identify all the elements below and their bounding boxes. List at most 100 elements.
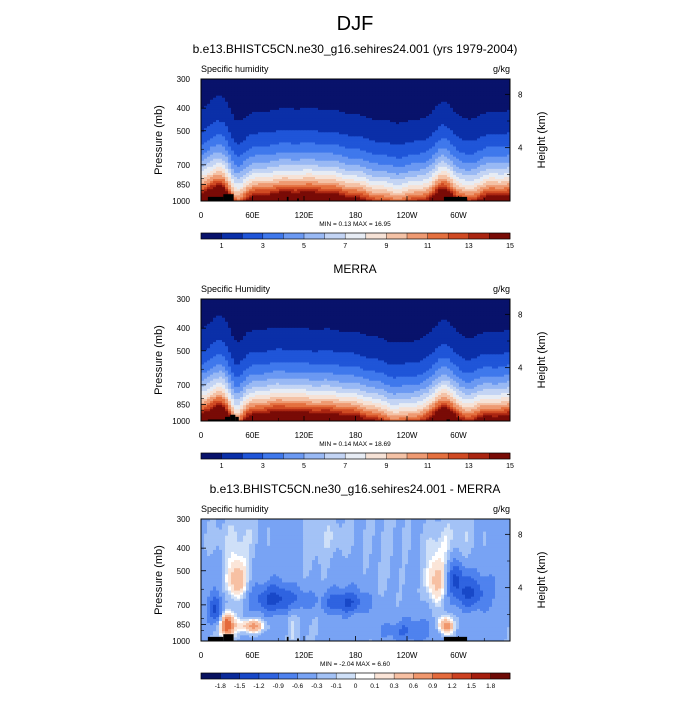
heatmap-cell [297, 111, 301, 114]
heatmap-cell [285, 196, 289, 200]
heatmap-cell [282, 142, 286, 145]
heatmap-cell [258, 180, 262, 184]
heatmap-cell [399, 190, 403, 194]
heatmap-cell [351, 125, 355, 129]
heatmap-cell [411, 196, 415, 200]
heatmap-cell [345, 156, 349, 159]
heatmap-cell [327, 176, 331, 180]
heatmap-cell [411, 150, 415, 153]
heatmap-cell [372, 194, 376, 198]
heatmap-cell [285, 192, 289, 196]
heatmap-cell [453, 158, 457, 161]
heatmap-cell [498, 178, 502, 182]
heatmap-cell [357, 137, 361, 141]
heatmap-cell [342, 154, 346, 157]
heatmap-cell [378, 105, 382, 108]
heatmap-cell [294, 194, 298, 198]
heatmap-cell [273, 105, 277, 108]
heatmap-cell [486, 119, 490, 123]
heatmap-cell [486, 156, 490, 159]
heatmap-cell [207, 172, 211, 175]
heatmap-cell [237, 150, 241, 153]
heatmap-cell [357, 158, 361, 161]
heatmap-cell [465, 174, 469, 177]
heatmap-cell [351, 133, 355, 137]
heatmap-cell [453, 164, 457, 167]
heatmap-cell [462, 129, 466, 133]
heatmap-cell [255, 121, 259, 125]
heatmap-cell [306, 135, 310, 139]
heatmap-cell [405, 142, 409, 145]
heatmap-cell [306, 123, 310, 127]
heatmap-cell [495, 188, 499, 192]
heatmap-cell [501, 115, 505, 119]
heatmap-cell [306, 133, 310, 137]
heatmap-cell [408, 194, 412, 198]
heatmap-cell [414, 176, 418, 180]
heatmap-cell [270, 140, 274, 143]
heatmap-cell [456, 109, 460, 112]
heatmap-cell [363, 123, 367, 127]
heatmap-cell [294, 178, 298, 182]
heatmap-cell [342, 182, 346, 186]
heatmap-cell [210, 180, 214, 184]
heatmap-cell [345, 178, 349, 182]
heatmap-cell [456, 170, 460, 173]
heatmap-cell [459, 146, 463, 149]
heatmap-cell [282, 192, 286, 196]
heatmap-cell [444, 121, 448, 125]
heatmap-cell [375, 135, 379, 139]
heatmap-cell [240, 162, 244, 165]
heatmap-cell [306, 148, 310, 151]
heatmap-cell [270, 127, 274, 131]
heatmap-cell [498, 182, 502, 186]
heatmap-cell [465, 182, 469, 186]
heatmap-cell [462, 135, 466, 139]
heatmap-cell [315, 115, 319, 119]
heatmap-cell [243, 156, 247, 159]
heatmap-cell [279, 127, 283, 131]
heatmap-cell [270, 131, 274, 135]
heatmap-cell [435, 174, 439, 177]
heatmap-cell [489, 133, 493, 137]
heatmap-cell [306, 168, 310, 171]
heatmap-cell [303, 109, 307, 112]
heatmap-cell [402, 150, 406, 153]
heatmap-cell [342, 176, 346, 180]
heatmap-cell [297, 166, 301, 169]
heatmap-cell [327, 156, 331, 159]
heatmap-cell [462, 194, 466, 198]
heatmap-cell [357, 123, 361, 127]
heatmap-cell [390, 164, 394, 167]
heatmap-cell [459, 150, 463, 153]
heatmap-cell [312, 174, 316, 177]
heatmap-cell [402, 135, 406, 139]
heatmap-cell [234, 113, 238, 116]
heatmap-cell [459, 131, 463, 135]
heatmap-cell [243, 105, 247, 108]
heatmap-cell [468, 158, 472, 161]
heatmap-cell [288, 142, 292, 145]
heatmap-cell [366, 164, 370, 167]
heatmap-cell [453, 123, 457, 127]
heatmap-cell [291, 178, 295, 182]
heatmap-cell [357, 186, 361, 190]
heatmap-cell [465, 158, 469, 161]
heatmap-cell [492, 188, 496, 192]
heatmap-cell [474, 115, 478, 119]
heatmap-cell [363, 172, 367, 175]
heatmap-cell [492, 148, 496, 151]
heatmap-cell [459, 156, 463, 159]
heatmap-cell [363, 142, 367, 145]
heatmap-cell [300, 129, 304, 133]
heatmap-cell [282, 121, 286, 125]
heatmap-cell [447, 172, 451, 175]
heatmap-cell [438, 105, 442, 108]
heatmap-cell [489, 146, 493, 149]
heatmap-cell [402, 109, 406, 112]
heatmap-cell [471, 150, 475, 153]
heatmap-cell [405, 150, 409, 153]
heatmap-cell [384, 140, 388, 143]
heatmap-cell [219, 140, 223, 143]
heatmap-cell [408, 164, 412, 167]
